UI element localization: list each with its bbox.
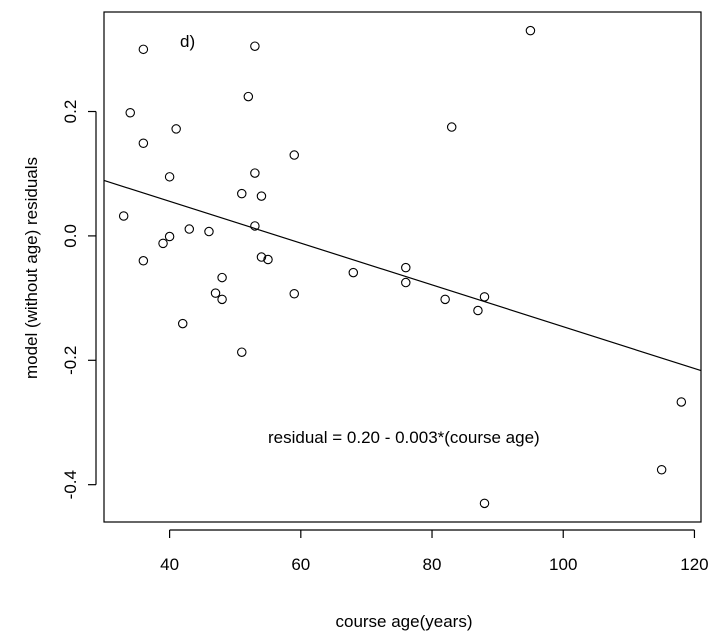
x-tick-label: 60 bbox=[291, 555, 310, 574]
data-point bbox=[446, 122, 457, 132]
fit-equation-annotation: residual = 0.20 - 0.003*(course age) bbox=[268, 428, 540, 447]
data-point bbox=[237, 188, 247, 199]
data-point bbox=[250, 168, 260, 178]
regression-line bbox=[103, 179, 702, 372]
data-point bbox=[289, 150, 300, 160]
x-axis: 40 60 80 100 120 bbox=[160, 529, 709, 574]
data-point bbox=[401, 262, 411, 273]
data-point bbox=[479, 498, 490, 509]
y-tick-label: 0.0 bbox=[61, 224, 80, 248]
data-point bbox=[138, 44, 149, 55]
data-point bbox=[217, 294, 227, 305]
data-point bbox=[676, 397, 687, 407]
data-point bbox=[401, 277, 411, 288]
data-point bbox=[656, 465, 667, 475]
y-axis-label: model (without age) residuals bbox=[22, 157, 41, 379]
x-axis-label: course age(years) bbox=[335, 612, 472, 631]
data-point bbox=[289, 288, 300, 299]
x-tick-label: 80 bbox=[423, 555, 442, 574]
data-point bbox=[164, 231, 175, 242]
data-point bbox=[171, 124, 181, 134]
x-tick-label: 100 bbox=[549, 555, 577, 574]
x-tick-label: 120 bbox=[680, 555, 708, 574]
plot-frame bbox=[103, 11, 702, 523]
data-point bbox=[479, 292, 490, 302]
data-point bbox=[217, 272, 227, 283]
fit-line-group bbox=[103, 179, 702, 372]
data-point bbox=[177, 318, 188, 329]
data-point bbox=[184, 224, 195, 234]
y-tick-label: -0.4 bbox=[61, 470, 80, 499]
data-point bbox=[164, 172, 175, 182]
data-point bbox=[118, 211, 129, 221]
data-point bbox=[440, 294, 450, 305]
data-point bbox=[237, 347, 247, 357]
y-axis: -0.4 -0.2 0.0 0.2 bbox=[61, 100, 97, 499]
data-point bbox=[525, 25, 536, 36]
data-point bbox=[243, 91, 254, 102]
data-point bbox=[348, 267, 359, 278]
data-point bbox=[473, 305, 483, 316]
data-point bbox=[204, 226, 214, 237]
data-point bbox=[256, 252, 267, 262]
data-point bbox=[250, 221, 260, 231]
data-point bbox=[256, 191, 267, 201]
y-tick-label: -0.2 bbox=[61, 346, 80, 375]
data-point bbox=[210, 288, 221, 298]
data-point bbox=[138, 256, 149, 266]
data-point bbox=[138, 138, 149, 148]
data-point bbox=[125, 108, 135, 118]
data-points bbox=[118, 25, 687, 509]
x-tick-label: 40 bbox=[160, 555, 179, 574]
y-tick-label: 0.2 bbox=[61, 100, 80, 124]
data-point bbox=[250, 41, 260, 51]
data-point bbox=[158, 238, 168, 249]
data-point bbox=[263, 254, 273, 265]
panel-label: d) bbox=[180, 32, 195, 51]
